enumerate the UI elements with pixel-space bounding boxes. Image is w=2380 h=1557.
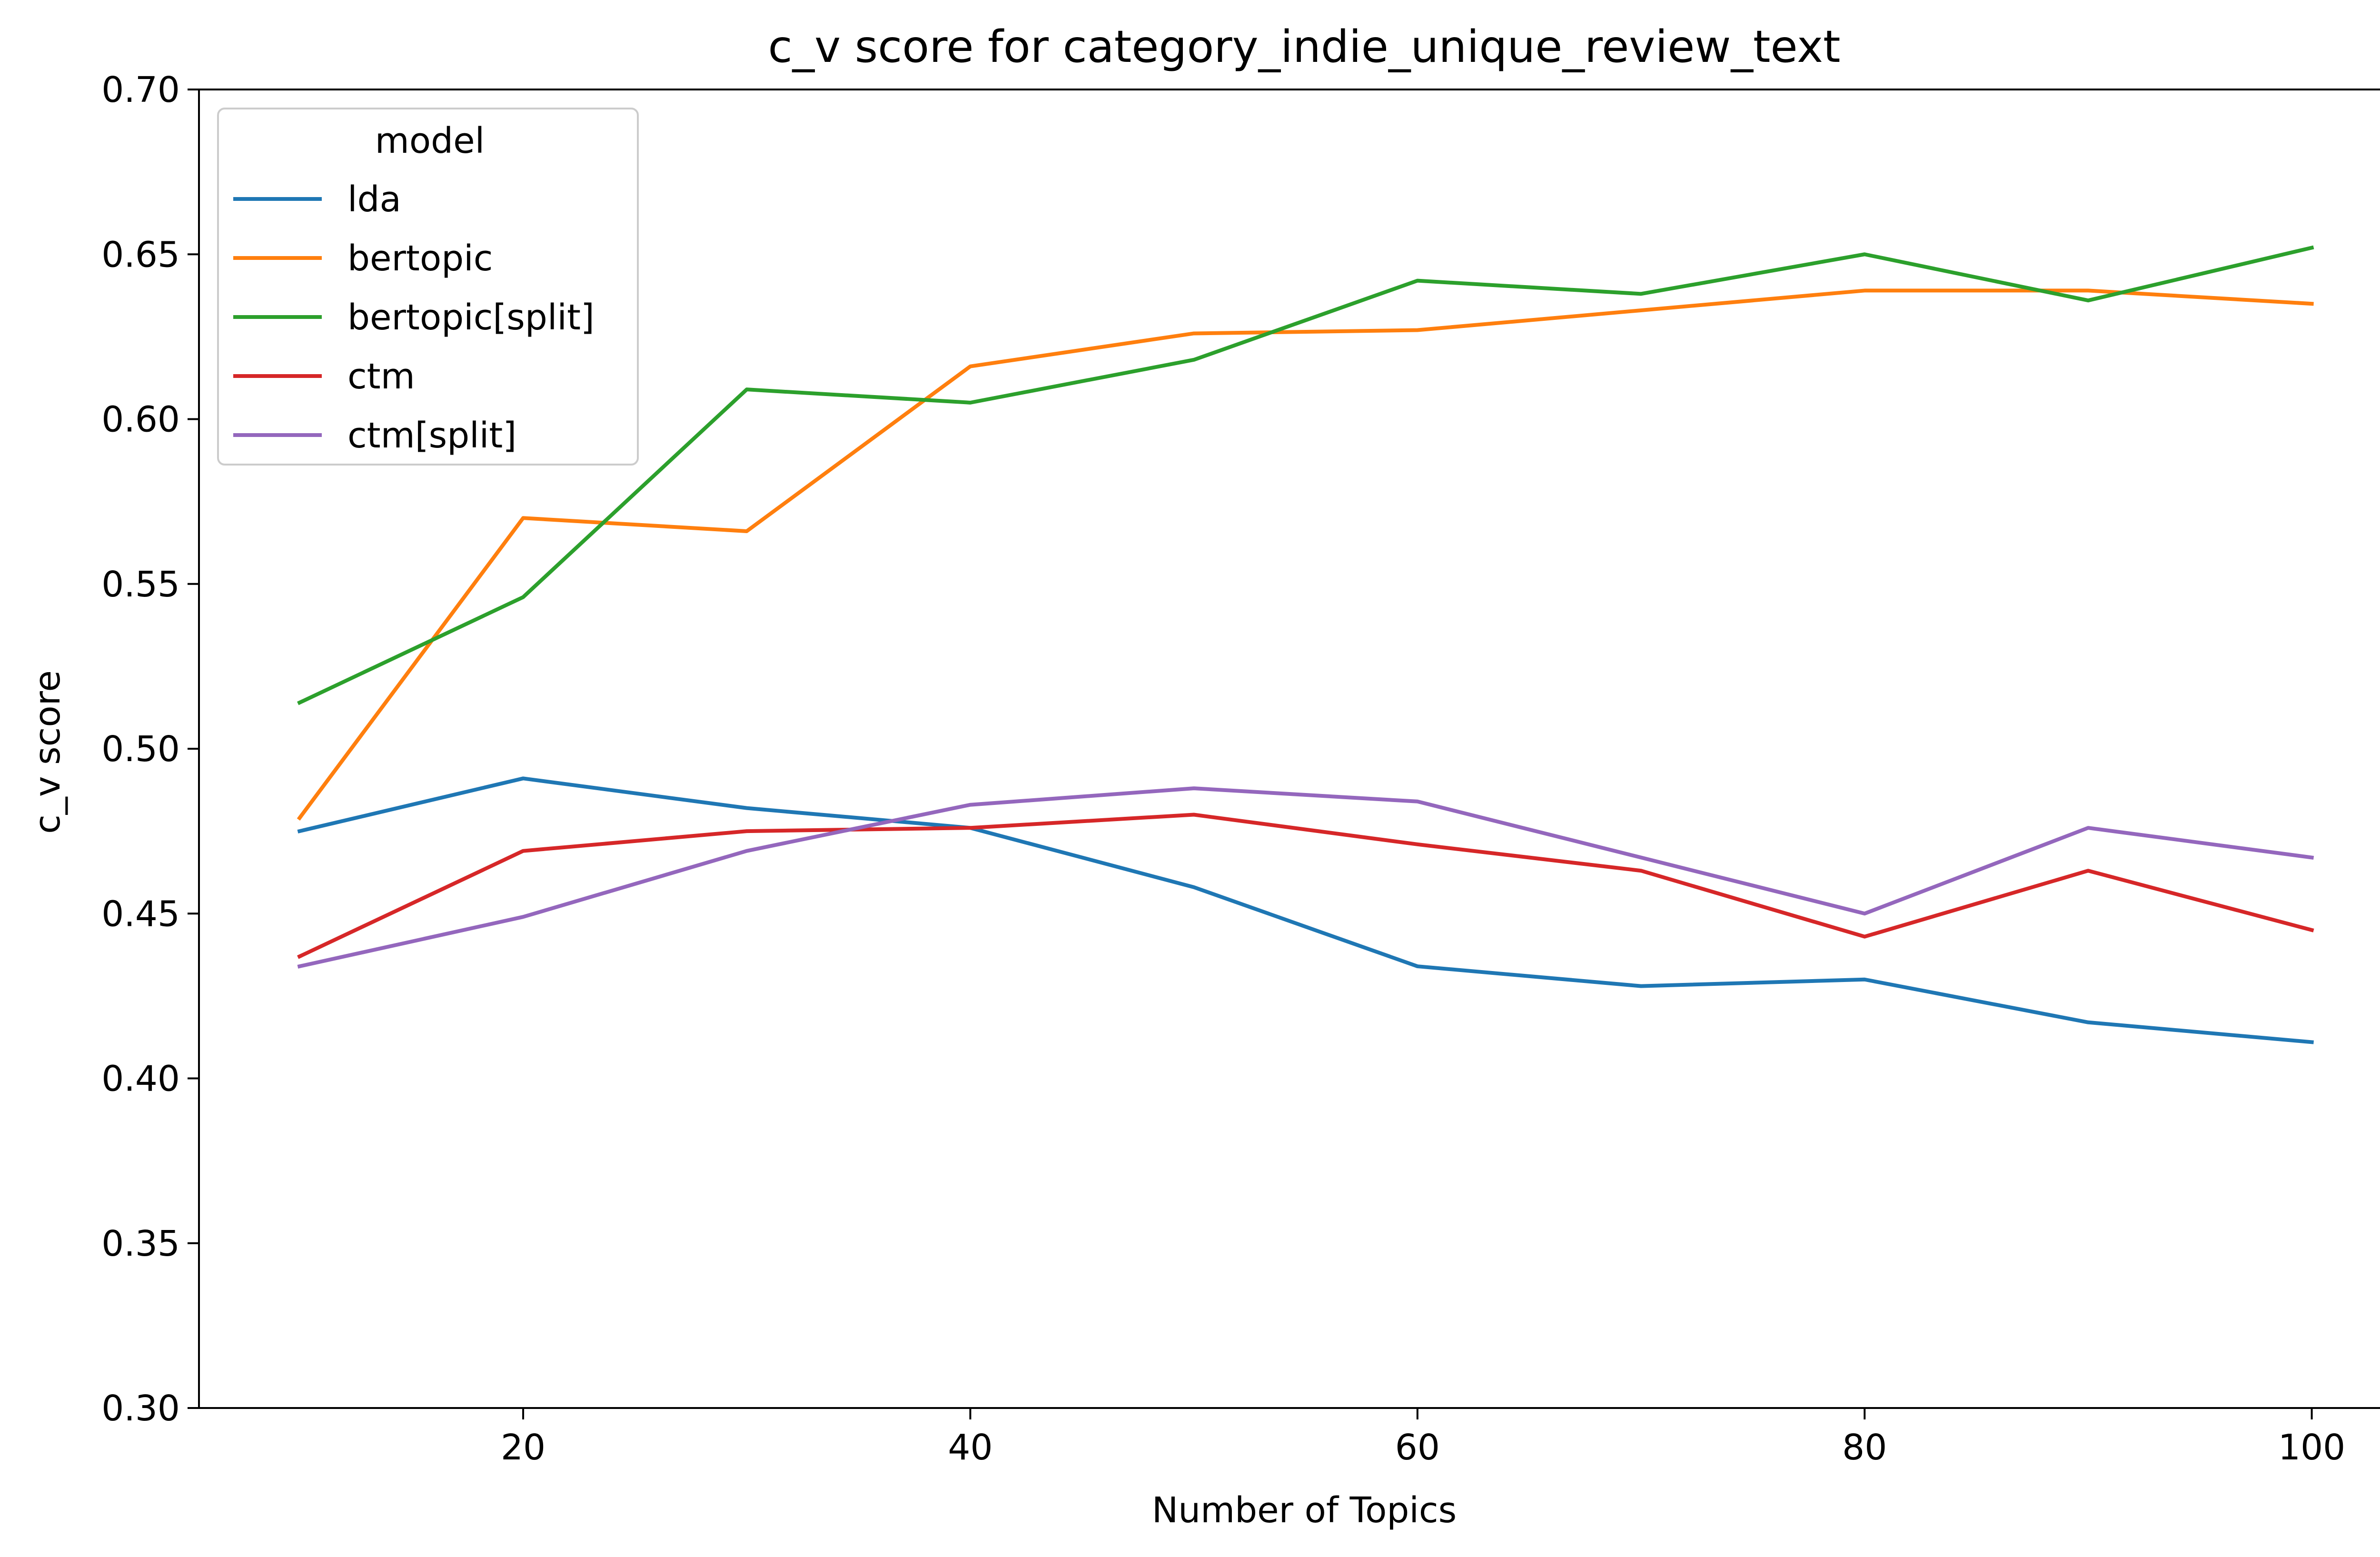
y-tick-label: 0.35 bbox=[101, 1223, 180, 1264]
y-tick-label: 0.30 bbox=[101, 1388, 180, 1429]
x-tick-label: 40 bbox=[948, 1427, 992, 1468]
legend-box bbox=[217, 108, 639, 466]
y-tick-label: 0.55 bbox=[101, 564, 180, 605]
legend-label: ctm[split] bbox=[347, 415, 516, 456]
series-line-ctm-split bbox=[297, 786, 2314, 969]
chart-title: c_v score for category_indie_unique_revi… bbox=[768, 21, 1840, 72]
x-tick-label: 100 bbox=[2278, 1427, 2345, 1468]
series-line-bertopic bbox=[297, 288, 2314, 821]
y-tick-label: 0.45 bbox=[101, 893, 180, 934]
series-line-bertopic-split bbox=[297, 245, 2314, 705]
legend-title: model bbox=[375, 120, 485, 161]
x-axis-label: Number of Topics bbox=[1152, 1490, 1457, 1531]
y-tick-label: 0.70 bbox=[101, 69, 180, 110]
series-line-ctm bbox=[297, 813, 2314, 959]
y-tick-label: 0.65 bbox=[101, 234, 180, 275]
y-tick-label: 0.60 bbox=[101, 399, 180, 440]
series-line-lda bbox=[297, 776, 2314, 1044]
legend: model lda bertopic bertopic[split] ctm ctm[sp… bbox=[217, 108, 639, 466]
legend-label: ctm bbox=[347, 356, 415, 397]
y-tick-label: 0.40 bbox=[101, 1059, 180, 1100]
legend-label: bertopic bbox=[347, 238, 493, 279]
x-tick-label: 60 bbox=[1395, 1427, 1440, 1468]
plot-area: 20 40 60 80 100 0.30 0.35 0.40 0.45 0.50 0.55 0.60 0… bbox=[101, 69, 2380, 1468]
x-tick-label: 20 bbox=[501, 1427, 545, 1468]
y-tick-label: 0.50 bbox=[101, 729, 180, 770]
legend-label: bertopic[split] bbox=[347, 297, 595, 338]
legend-label: lda bbox=[347, 179, 401, 220]
x-tick-label: 80 bbox=[1842, 1427, 1887, 1468]
y-axis-label: c_v score bbox=[27, 670, 68, 834]
